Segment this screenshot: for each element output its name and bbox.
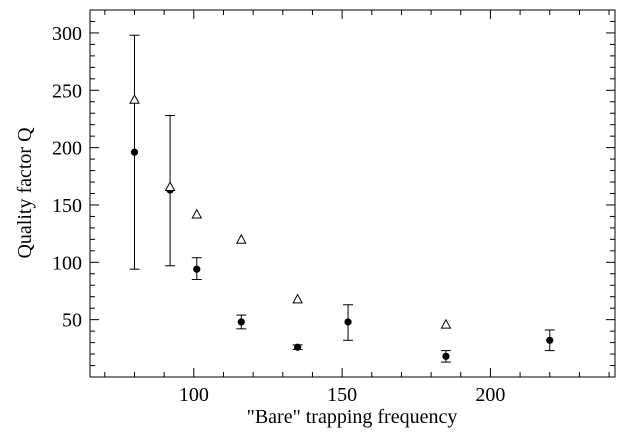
data-point-circle <box>442 352 450 360</box>
data-point-circle <box>546 336 554 344</box>
data-point-circle <box>130 148 139 156</box>
y-tick-label: 250 <box>52 80 82 102</box>
data-point-circle <box>344 318 352 326</box>
data-point-triangle <box>191 208 203 219</box>
data-point-triangle <box>129 93 140 104</box>
data-point-circle <box>193 265 201 273</box>
x-axis-title: "Bare" trapping frequency <box>247 406 458 428</box>
markers <box>129 93 554 360</box>
plot-frame <box>89 9 616 378</box>
y-tick-label: 200 <box>52 138 82 160</box>
y-tick-label: 150 <box>52 195 82 217</box>
x-tick-label: 100 <box>179 384 209 406</box>
data-point-triangle <box>292 293 303 304</box>
x-tick-label: 200 <box>475 384 505 406</box>
data-point-circle <box>294 343 302 351</box>
y-axis-title: Quality factor Q <box>14 127 36 259</box>
y-tick-label: 300 <box>52 23 82 45</box>
y-tick-label: 50 <box>62 310 82 332</box>
y-tick-label: 100 <box>52 252 82 274</box>
error-bars <box>129 34 555 363</box>
data-point-triangle <box>440 318 452 329</box>
data-point-circle <box>237 318 245 326</box>
data-point-triangle <box>164 181 176 191</box>
ticks: 100 150 200 50 100 150 200 250 300 <box>52 9 615 406</box>
x-tick-label: 150 <box>327 384 357 406</box>
data-point-triangle <box>235 233 247 244</box>
